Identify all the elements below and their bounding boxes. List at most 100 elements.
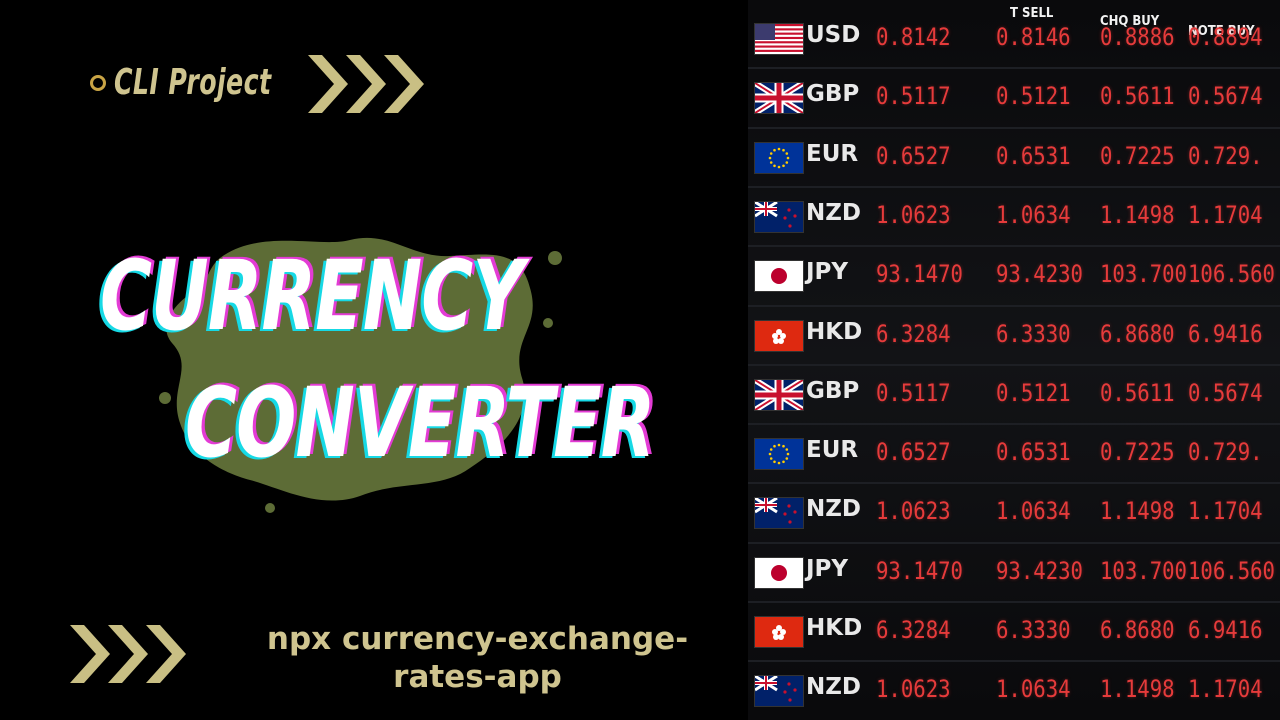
rate-value: 1.0623	[876, 675, 951, 704]
currency-code: USD	[806, 22, 861, 48]
project-tag-label: CLI Project	[114, 62, 272, 103]
rate-row: NZD 1.0623 1.0634 1.1498 1.1704	[748, 662, 1280, 720]
rate-value: 1.0634	[996, 497, 1071, 526]
nz-flag-icon	[754, 200, 804, 233]
project-tag: CLI Project	[90, 62, 316, 103]
rate-value: 106.560	[1188, 556, 1275, 585]
rate-value: 0.6531	[996, 438, 1071, 467]
install-command-line-1: npx currency-exchange-	[266, 621, 689, 657]
rate-value: 0.8886	[1100, 23, 1175, 51]
rate-value: 6.8680	[1100, 319, 1175, 348]
jp-flag-icon	[754, 556, 804, 589]
currency-code: GBP	[806, 81, 860, 108]
jp-flag-icon	[754, 260, 804, 293]
install-command-line-2: rates-app	[393, 659, 562, 695]
rate-value: 106.560	[1188, 260, 1275, 289]
uk-flag-icon	[753, 377, 805, 413]
rate-value: 93.4230	[996, 556, 1083, 585]
row-divider	[748, 363, 1280, 366]
rate-value: 93.1470	[876, 556, 963, 585]
rate-value: 0.5674	[1188, 378, 1263, 407]
rate-value: 93.4230	[996, 260, 1083, 289]
rate-value: 1.1498	[1100, 497, 1175, 526]
rate-row: NZD 1.0623 1.0634 1.1498 1.1704	[748, 484, 1280, 542]
rate-value: 1.1704	[1188, 200, 1263, 229]
rate-row: GBP 0.5117 0.5121 0.5611 0.5674	[748, 69, 1280, 127]
header-chq-buy: CHQ BUY	[1100, 14, 1160, 29]
eu-flag-icon	[754, 438, 804, 471]
rate-value: 6.8680	[1100, 616, 1175, 644]
nz-flag-icon	[754, 497, 804, 530]
rate-value: 1.1704	[1188, 497, 1263, 526]
eu-flag-icon	[754, 141, 804, 174]
rate-row: GBP 0.5117 0.5121 0.5611 0.5674	[748, 366, 1280, 424]
rate-value: 0.5121	[996, 82, 1071, 111]
nz-flag-icon	[754, 675, 804, 708]
rate-value: 103.700	[1100, 260, 1187, 289]
rate-value: 6.3330	[996, 319, 1071, 348]
row-divider	[748, 185, 1280, 188]
hk-flag-icon	[754, 319, 804, 352]
rate-value: 1.0623	[876, 200, 951, 229]
currency-code: HKD	[806, 318, 863, 345]
rate-value: 1.1498	[1100, 675, 1175, 704]
rate-value: 1.0634	[996, 200, 1071, 229]
currency-code: HKD	[806, 615, 863, 641]
rate-value: 1.0634	[996, 675, 1071, 704]
rate-value: 1.1704	[1188, 675, 1263, 704]
title-line-2: CONVERTER	[185, 367, 655, 479]
install-command: npx currency-exchange- rates-app	[205, 620, 750, 696]
rate-value: 0.6527	[876, 141, 951, 170]
currency-code: NZD	[806, 496, 862, 523]
row-divider	[748, 660, 1280, 663]
currency-code: EUR	[806, 140, 859, 167]
currency-code: EUR	[806, 437, 859, 464]
paint-splatter	[159, 237, 562, 513]
header-note-buy: NOTE BUY	[1188, 24, 1255, 39]
rate-value: 0.5611	[1100, 82, 1175, 111]
rate-value: 0.8142	[876, 23, 951, 51]
currency-code: JPY	[806, 259, 849, 286]
rate-row: HKD 6.3284 6.3330 6.8680 6.9416	[748, 603, 1280, 661]
rate-value: 0.5611	[1100, 378, 1175, 407]
currency-code: NZD	[806, 199, 862, 226]
rate-value: 6.3284	[876, 319, 951, 348]
rate-value: 0.729.	[1188, 438, 1263, 467]
rate-row: USD 0.8142 0.8146 0.8886 0.8894	[748, 10, 1280, 68]
header-t-sell: T SELL	[1010, 6, 1054, 21]
triple-chevron-icon	[308, 55, 424, 113]
us-flag-icon	[754, 23, 804, 55]
rate-value: 0.5674	[1188, 82, 1263, 111]
rate-row: HKD 6.3284 6.3330 6.8680 6.9416	[748, 307, 1280, 365]
rate-row: EUR 0.6527 0.6531 0.7225 0.729.	[748, 129, 1280, 187]
rate-row: NZD 1.0623 1.0634 1.1498 1.1704	[748, 188, 1280, 246]
rate-value: 0.8894	[1188, 23, 1263, 51]
rate-value: 1.1498	[1100, 200, 1175, 229]
row-divider	[748, 245, 1280, 248]
rate-value: 0.5117	[876, 82, 951, 111]
rate-value: 1.0623	[876, 497, 951, 526]
rate-value: 6.3330	[996, 616, 1071, 644]
currency-code: NZD	[806, 674, 862, 701]
rate-value: 0.729.	[1188, 141, 1263, 170]
row-divider	[748, 423, 1280, 426]
hk-flag-icon	[754, 616, 804, 648]
rate-value: 0.6531	[996, 141, 1071, 170]
row-divider	[748, 541, 1280, 544]
rate-row: JPY 93.1470 93.4230 103.700 106.560	[748, 247, 1280, 305]
exchange-rate-board: T SELL CHQ BUY NOTE BUY USD 0.8142 0.8146 0…	[748, 0, 1280, 720]
row-divider	[748, 601, 1280, 603]
rate-value: 0.5121	[996, 378, 1071, 407]
uk-flag-icon	[753, 80, 805, 116]
title-line-1: CURRENCY	[100, 240, 524, 352]
triple-chevron-icon	[70, 625, 186, 683]
rate-value: 6.9416	[1188, 616, 1263, 644]
currency-code: JPY	[806, 555, 849, 582]
row-divider	[748, 126, 1280, 129]
rate-value: 6.9416	[1188, 319, 1263, 348]
rate-value: 103.700	[1100, 556, 1187, 585]
rate-value: 93.1470	[876, 260, 963, 289]
rate-value: 0.8146	[996, 23, 1071, 51]
rate-value: 6.3284	[876, 616, 951, 644]
rate-row: JPY 93.1470 93.4230 103.700 106.560	[748, 544, 1280, 602]
